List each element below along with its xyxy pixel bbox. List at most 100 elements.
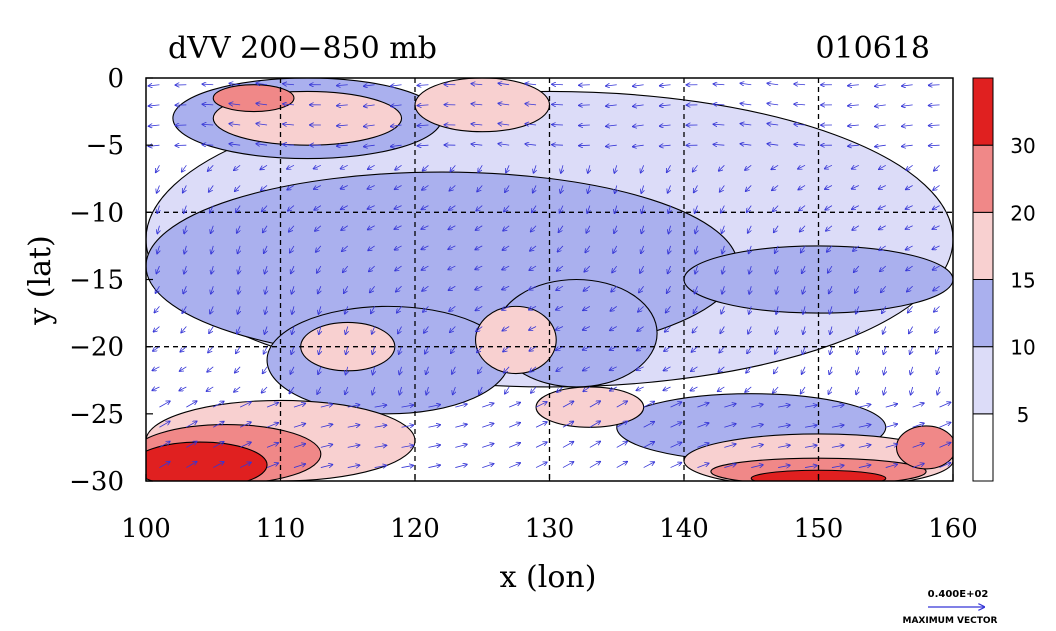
wind-vector (665, 326, 671, 332)
wind-vector (749, 286, 751, 294)
y-tick-label: −20 (69, 333, 124, 363)
wind-vector (448, 285, 456, 290)
wind-vector (211, 245, 213, 254)
wind-vector (229, 103, 241, 104)
wind-vector (181, 326, 187, 333)
wind-vector (450, 165, 456, 171)
wind-vector (374, 425, 387, 427)
wind-vector (933, 205, 940, 210)
wind-vector (751, 465, 763, 468)
wind-vector (229, 144, 241, 145)
wind-vector (667, 286, 671, 293)
wind-vector (804, 465, 817, 467)
wind-vector (778, 465, 790, 467)
wind-vector (830, 326, 832, 335)
wind-vector (879, 245, 886, 250)
wind-vector (751, 404, 763, 407)
wind-vector (503, 346, 510, 352)
wind-vector (346, 346, 348, 355)
wind-vector (748, 326, 751, 334)
wind-vector (885, 464, 898, 468)
wind-vector (883, 346, 885, 355)
wind-vector (238, 265, 240, 274)
wind-vector (853, 245, 860, 251)
wind-vector (858, 445, 871, 448)
wind-vector (397, 306, 402, 312)
wind-vector (315, 225, 322, 231)
wind-vector (209, 326, 214, 334)
wind-vector (289, 225, 295, 232)
wind-vector (693, 165, 698, 171)
wind-vector (556, 366, 564, 371)
wind-vector (616, 401, 627, 408)
wind-vector (641, 165, 644, 172)
wind-vector (633, 125, 644, 127)
wind-vector (502, 326, 510, 331)
wind-vector (395, 164, 402, 170)
wind-vector (831, 425, 844, 427)
wind-vector (640, 265, 645, 273)
wind-vector (724, 444, 735, 448)
x-tick-label: 160 (928, 514, 978, 544)
colorbar-tick-label: 10 (1010, 336, 1035, 360)
wind-vector (452, 366, 456, 374)
colorbar: 5 10 15 20 30 (972, 77, 1036, 482)
wind-vector (937, 386, 939, 395)
wind-vector (848, 105, 859, 106)
reference-vector-legend: 0.400E+02 MAXIMUM VECTOR (902, 589, 997, 626)
wind-vector (395, 265, 402, 271)
wind-vector-layer (149, 83, 951, 467)
wind-vector (557, 245, 564, 252)
wind-vector (455, 404, 467, 408)
wind-vector (799, 205, 806, 211)
wind-vector (391, 145, 402, 146)
wind-vector (262, 386, 268, 393)
wind-vector (290, 245, 295, 253)
plot-area (146, 78, 953, 481)
wind-vector (585, 245, 591, 253)
wind-vector (391, 105, 402, 106)
wind-vector (800, 225, 806, 232)
wind-vector (875, 145, 886, 147)
wind-vector (239, 422, 251, 428)
wind-vector (848, 125, 859, 126)
wind-vector (428, 405, 440, 407)
wind-vector (318, 306, 320, 314)
wind-vector (293, 403, 305, 408)
wind-vector (368, 164, 375, 169)
wind-vector (475, 245, 483, 250)
wind-vector (508, 423, 520, 428)
wind-vector (639, 285, 644, 292)
wind-vector (724, 404, 735, 408)
wind-vector (345, 386, 348, 394)
wind-vector (721, 306, 724, 313)
wind-vector (395, 185, 402, 189)
wind-vector (831, 405, 844, 407)
wind-vector (747, 205, 752, 213)
wind-vector (202, 145, 214, 146)
wind-vector (825, 205, 833, 210)
wind-vector (748, 225, 752, 233)
wind-vector (606, 85, 617, 86)
wind-vector (449, 185, 456, 190)
wind-vector (713, 104, 725, 105)
wind-vector (767, 144, 779, 145)
wind-vector (157, 185, 160, 192)
wind-vector (638, 306, 644, 311)
wind-vector (498, 83, 510, 85)
wind-vector (939, 402, 951, 408)
wind-vector (885, 404, 898, 408)
wind-vector (179, 386, 187, 391)
wind-vector (184, 245, 186, 254)
wind-vector (262, 205, 268, 212)
wind-vector (293, 464, 305, 468)
wind-vector (529, 265, 537, 270)
wind-vector (642, 205, 644, 214)
wind-vector (505, 185, 510, 192)
wind-vector (906, 245, 913, 250)
wind-vector (857, 346, 859, 355)
wind-vector (347, 425, 360, 427)
wind-vector (907, 285, 913, 291)
wind-vector (283, 84, 294, 85)
wind-vector (498, 103, 510, 105)
